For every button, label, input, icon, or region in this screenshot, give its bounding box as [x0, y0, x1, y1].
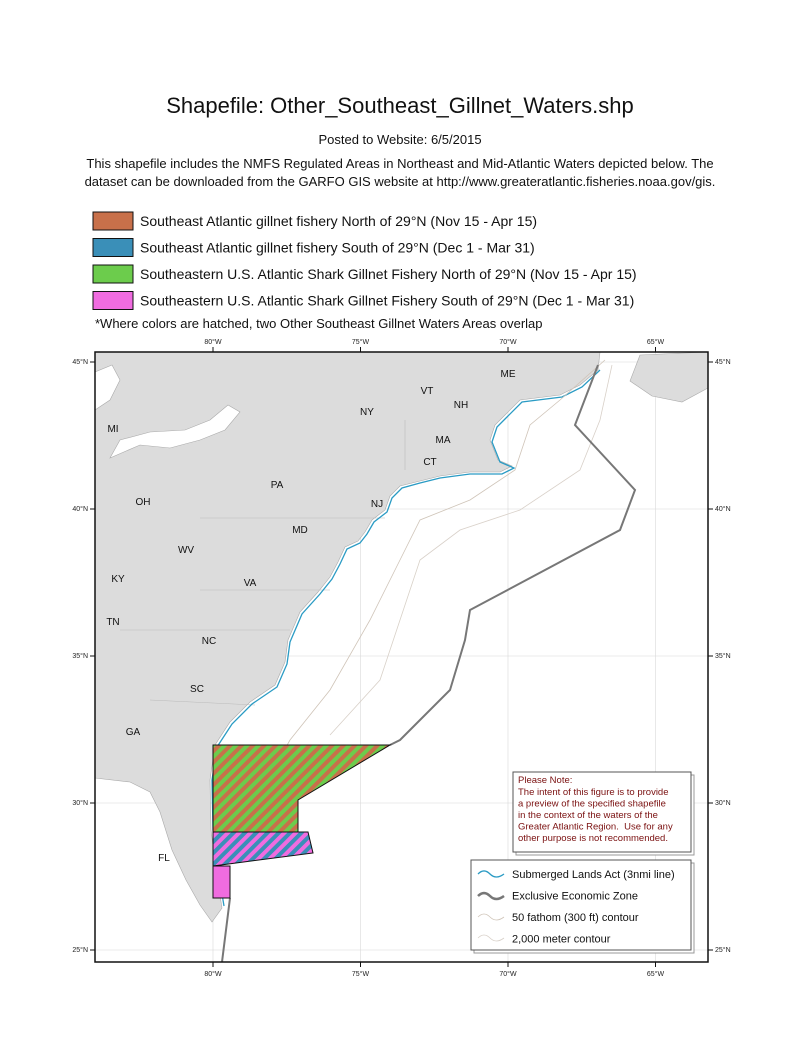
description: dataset can be downloaded from the GARFO…: [85, 174, 716, 189]
state-label: NH: [454, 400, 468, 411]
state-label: PA: [271, 480, 284, 491]
legend-swatch: [92, 238, 134, 257]
contour-50-fathom: [261, 359, 606, 791]
legend-label: Southeast Atlantic gillnet fishery South…: [140, 240, 535, 256]
lat-label: 45°N: [715, 358, 731, 366]
legend-label: Southeastern U.S. Atlantic Shark Gillnet…: [140, 266, 637, 282]
note-line: in the context of the waters of the: [518, 810, 658, 821]
lon-label: 75°W: [352, 338, 370, 346]
state-label: NJ: [371, 499, 383, 510]
map-frame: [94, 351, 709, 963]
state-label: GA: [126, 727, 141, 738]
map-legend-box: [470, 859, 692, 951]
contour-2000m: [329, 364, 613, 736]
lat-label: 25°N: [72, 946, 88, 954]
lat-label: 35°N: [715, 652, 731, 660]
note-title: Please Note:: [518, 775, 572, 786]
state-label: CT: [423, 457, 436, 468]
title: Shapefile: Other_Southeast_Gillnet_Water…: [166, 93, 634, 118]
legend-symbol: [477, 870, 505, 878]
map-legend-label: 50 fathom (300 ft) contour: [512, 912, 639, 924]
land: [94, 351, 601, 923]
lon-label: 65°W: [647, 338, 665, 346]
state-border: [120, 420, 406, 706]
area-shark-south: [212, 865, 231, 899]
legend-swatch: [92, 264, 134, 284]
map-legend: Submerged Lands Act (3nmi line) Exclusive…: [512, 869, 675, 946]
map-legend-label: Submerged Lands Act (3nmi line): [512, 869, 675, 881]
lon-label: 80°W: [204, 338, 222, 346]
note-text: The intent of this figure is to providea…: [518, 787, 673, 844]
posted-date: Posted to Website: 6/5/2015: [318, 132, 481, 147]
area-south-29: [212, 831, 314, 867]
lon-label: 75°W: [352, 970, 370, 978]
lon-label: 80°W: [204, 970, 222, 978]
lon-label: 70°W: [499, 970, 517, 978]
state-label: ME: [501, 369, 516, 380]
legend-label: Southeast Atlantic gillnet fishery North…: [140, 213, 537, 229]
note-line: Greater Atlantic Region. Use for any: [518, 822, 673, 833]
lon-label: 70°W: [499, 338, 517, 346]
lat-label: 25°N: [715, 946, 731, 954]
state-label: MA: [436, 435, 451, 446]
legend-note: *Where colors are hatched, two Other Sou…: [95, 316, 543, 331]
lon-label: 65°W: [647, 970, 665, 978]
note-line: The intent of this figure is to provide: [518, 787, 669, 798]
lat-label: 40°N: [715, 505, 731, 513]
description: This shapefile includes the NMFS Regulat…: [86, 156, 713, 171]
state-label: MI: [107, 424, 118, 435]
lake: [109, 404, 241, 459]
state-label: VT: [421, 386, 434, 397]
legend-symbol: [477, 913, 505, 921]
legend-label: Southeastern U.S. Atlantic Shark Gillnet…: [140, 293, 634, 309]
lat-label: 45°N: [72, 358, 88, 366]
state-label: NY: [360, 407, 374, 418]
submerged-lands-line: [211, 369, 601, 907]
legend-symbol: [477, 891, 505, 901]
state-label: WV: [178, 545, 194, 556]
lat-label: 30°N: [715, 799, 731, 807]
map-legend-label: 2,000 meter contour: [512, 934, 611, 946]
area-north-29: [212, 744, 392, 833]
state-label: FL: [158, 853, 170, 864]
map-legend-label: Exclusive Economic Zone: [512, 891, 638, 903]
legend: Southeast Atlantic gillnet fishery North…: [92, 211, 637, 310]
legend-symbol: [477, 934, 505, 942]
eez-line: [221, 364, 637, 963]
state-label: SC: [190, 684, 204, 695]
state-label: OH: [136, 497, 151, 508]
state-label: NC: [202, 636, 216, 647]
state-label: MD: [292, 525, 308, 536]
state-label: KY: [111, 574, 125, 585]
state-label: TN: [106, 617, 119, 628]
lat-label: 40°N: [72, 505, 88, 513]
lat-label: 30°N: [72, 799, 88, 807]
legend-swatch: [92, 211, 134, 231]
note-line: other purpose is not recommended.: [518, 833, 668, 844]
state-label: VA: [244, 578, 257, 589]
legend-swatch: [92, 291, 134, 310]
lat-label: 35°N: [72, 652, 88, 660]
note-line: a preview of the specified shapefile: [518, 799, 666, 810]
note-box: [512, 771, 692, 853]
